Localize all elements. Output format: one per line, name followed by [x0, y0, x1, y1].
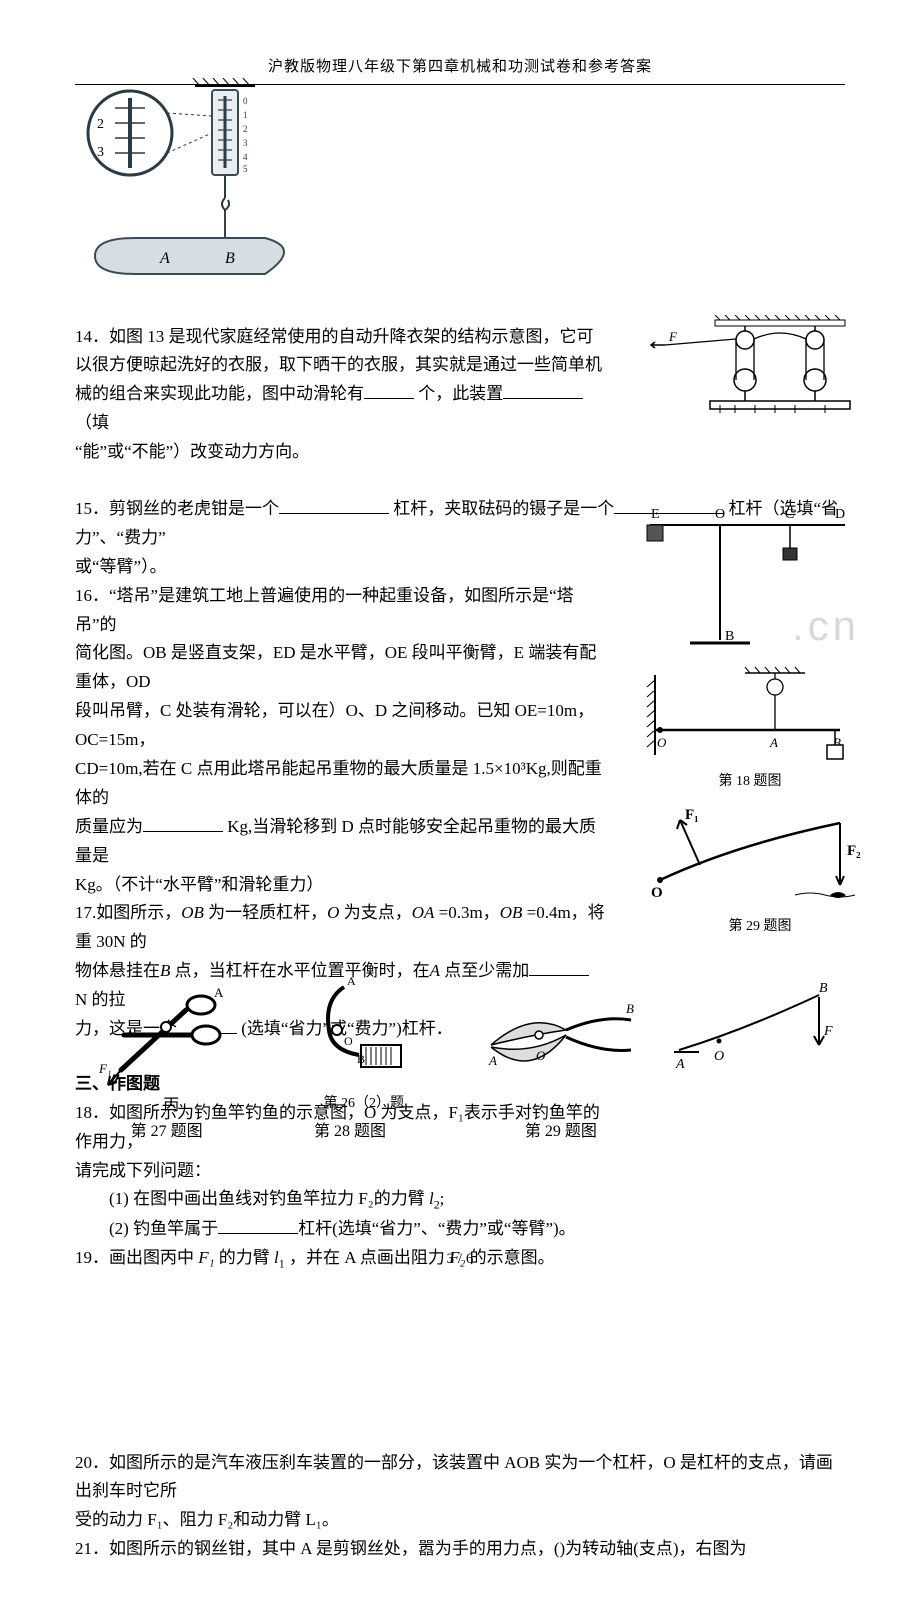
q20-text-a: 20．如图所示的是汽车液压刹车装置的一部分，该装置中 AOB 实为一个杠杆，O … [75, 1449, 845, 1507]
svg-text:F₁: F₁ [823, 1024, 834, 1039]
figure-q17-caption: 第 18 题图 [635, 770, 865, 794]
svg-text:F₁: F₁ [685, 807, 699, 823]
svg-text:B: B [819, 981, 828, 996]
figure-28: A O B 第 26（2）题 [268, 975, 461, 1125]
figure-27: F₁ A 丙 [75, 975, 268, 1125]
figure-q18-caption: 第 29 题图 [645, 915, 875, 939]
q20-text-b: 受的动力 F₁、阻力 F₂和动力臂 L₁。 [75, 1506, 845, 1535]
figure-q17-lever: O A B [635, 665, 865, 770]
svg-text:O: O [714, 1049, 724, 1064]
svg-text:D: D [835, 507, 845, 522]
svg-text:F₁: F₁ [98, 1061, 111, 1076]
svg-text:2: 2 [97, 117, 104, 132]
svg-text:3: 3 [243, 138, 248, 148]
figure-row: F₁ A 丙 A O B 第 26（2）题 [75, 975, 845, 1125]
svg-text:O: O [344, 1034, 353, 1048]
page-footer: 3 / 6 [0, 1247, 920, 1273]
svg-text:A: A [488, 1053, 497, 1068]
svg-text:O: O [715, 507, 725, 522]
svg-text:0: 0 [243, 96, 248, 106]
svg-text:O: O [651, 885, 663, 901]
label-B: B [225, 250, 235, 267]
svg-text:A: A [214, 985, 224, 1000]
svg-text:O: O [536, 1048, 546, 1063]
svg-text:5: 5 [243, 164, 248, 174]
svg-text:B: B [626, 1001, 634, 1016]
svg-text:A: A [769, 735, 778, 750]
figure-29: A O B [460, 975, 653, 1125]
svg-text:B: B [357, 1052, 365, 1066]
label-F: F [668, 329, 678, 344]
svg-text:O: O [657, 735, 667, 750]
figure-spring-balance: 0 1 2 3 4 5 2 3 A B [75, 78, 305, 298]
figure-row-captions: 第 27 题图 第 28 题图 第 29 题图 [75, 1118, 845, 1145]
svg-text:F₂: F₂ [847, 843, 861, 859]
svg-text:C: C [785, 507, 794, 522]
svg-text:E: E [651, 507, 660, 522]
svg-text:A: A [675, 1057, 685, 1072]
figure-30: A O B F₁ [653, 975, 846, 1125]
figure-q14-pulleys: F [645, 315, 855, 425]
figure-q18-fishingrod: F₁ O F₂ [645, 805, 875, 915]
figure-q16-crane: E O C D B [635, 500, 865, 665]
svg-text:2: 2 [243, 124, 248, 134]
q21-text: 21．如图所示的钢丝钳，其中 A 是剪钢丝处，嚣为手的用力点，()为转动轴(支点… [75, 1535, 845, 1564]
label-A: A [159, 250, 170, 267]
svg-text:1: 1 [243, 110, 248, 120]
svg-text:A: A [347, 975, 356, 988]
svg-text:4: 4 [243, 152, 248, 162]
svg-text:3: 3 [97, 145, 104, 160]
